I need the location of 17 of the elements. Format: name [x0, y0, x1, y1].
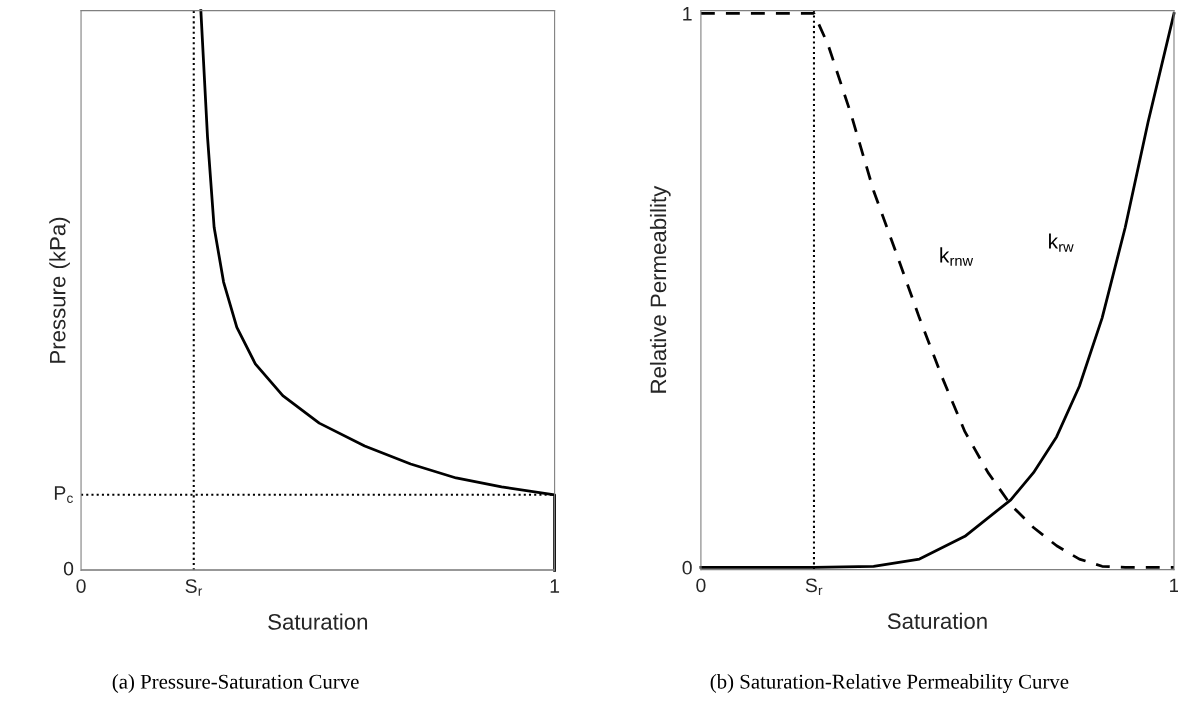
x-tick-label: S$_{r}$	[805, 578, 823, 596]
series-label: k$_{rnw}$	[940, 247, 974, 266]
line-series	[699, 12, 1176, 569]
text: (a) Pressure-Saturation Curve	[112, 674, 359, 693]
y-axis-title: Pressure (kPa)	[49, 217, 70, 363]
text: (b) Saturation-Relative Permeability Curve	[710, 674, 1069, 693]
x-tick-label: 1	[1170, 578, 1178, 593]
x-tick-label: 0	[76, 579, 86, 593]
ref-line-label: P$_{c}$	[54, 486, 73, 503]
y-axis-title: Relative Permeability	[649, 185, 671, 393]
x-axis-title: Saturation	[268, 613, 368, 630]
x-tick-label: 0	[696, 578, 706, 593]
ref-line-label: 0	[63, 561, 74, 576]
x-axis-title: Saturation	[887, 612, 987, 630]
x-tick-label: 1	[550, 579, 560, 593]
x-tick-label: S$_{r}$	[185, 579, 203, 596]
text: k$_{rw}$	[1049, 233, 1074, 252]
